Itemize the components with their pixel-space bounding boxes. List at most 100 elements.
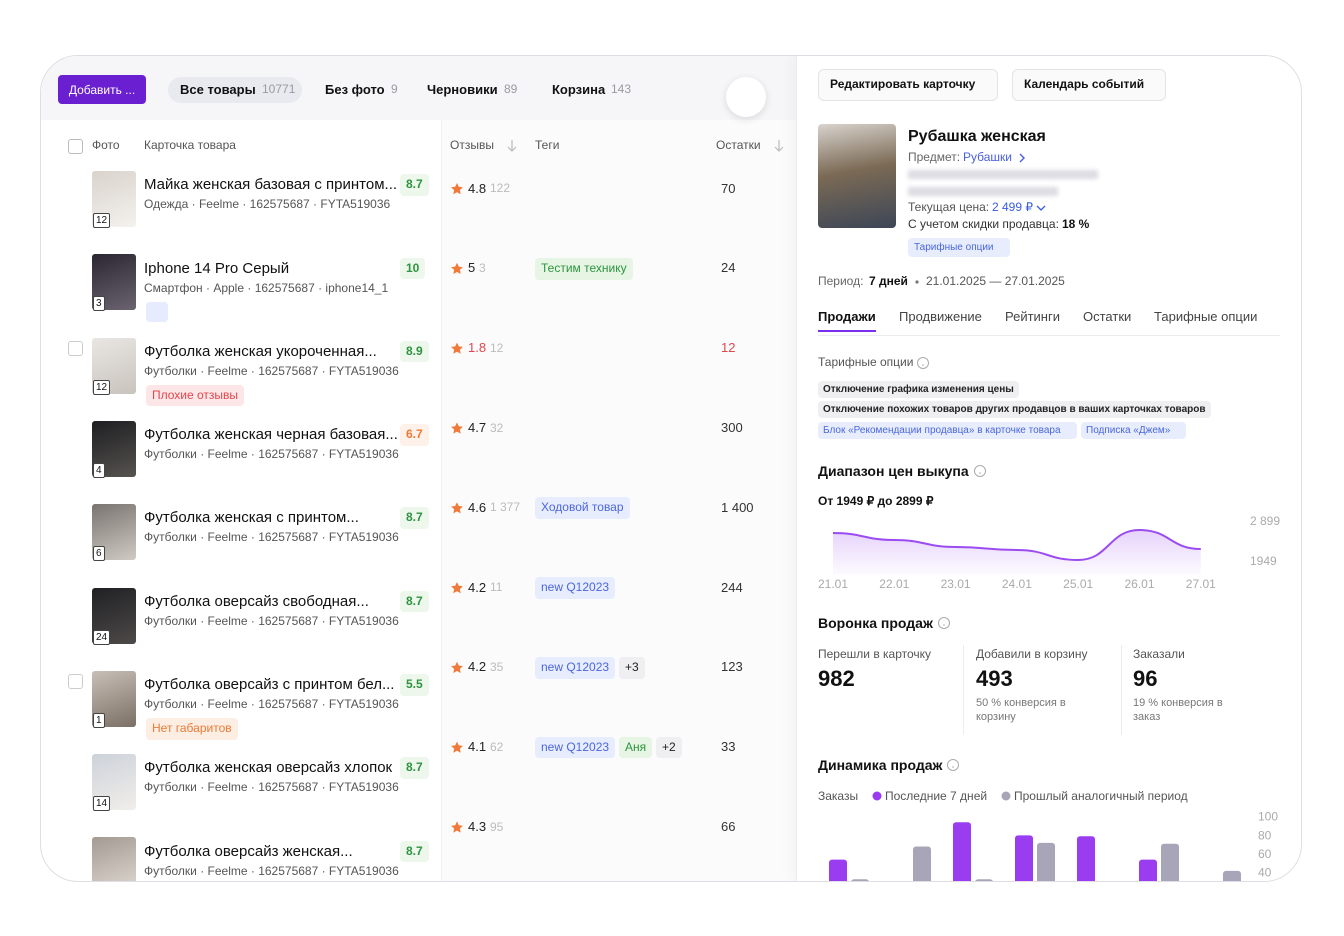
detail-tab[interactable]: Рейтинги: [1005, 308, 1060, 324]
stock: 123: [721, 659, 743, 675]
review-count: 11: [490, 580, 503, 595]
column-header[interactable]: Отзывы: [450, 138, 494, 153]
product-name[interactable]: Футболка оверсайз женская...: [144, 842, 353, 860]
tag: new Q12023: [535, 577, 616, 599]
rating: 4.3: [468, 818, 487, 834]
discount-label: С учетом скидки продавца:: [908, 217, 1059, 232]
active-tab-pill: [168, 77, 302, 103]
rating: 4.7: [468, 419, 487, 435]
legend-label: Прошлый аналогичный период: [1014, 789, 1188, 804]
action-button[interactable]: [818, 69, 998, 101]
review-count: 62: [490, 739, 504, 754]
discount-value: 18 %: [1062, 217, 1090, 232]
collapse-button[interactable]: [726, 77, 766, 117]
score-badge: 8.7: [400, 590, 429, 613]
row-checkbox[interactable]: [68, 340, 83, 356]
funnel-title: Воронка продаж: [818, 614, 933, 631]
column-header: Теги: [535, 138, 560, 153]
warning-tag: Нет габаритов: [146, 718, 238, 740]
tab-count: 9: [391, 82, 398, 97]
product-name[interactable]: Майка женская базовая с принтом...: [144, 176, 398, 194]
product-meta: Одежда · Feelme · 162575687 · FYTA519036: [144, 197, 391, 212]
toolbar-band: [41, 56, 796, 120]
product-name[interactable]: Футболка оверсайз с принтом бел...: [144, 676, 395, 694]
column-header: Карточка товара: [144, 138, 236, 153]
tag: new Q12023: [535, 657, 616, 679]
stock: 1 400: [721, 499, 754, 515]
review-count: 35: [490, 660, 504, 674]
price-label: Текущая цена:: [908, 200, 990, 215]
rating: 4.6: [468, 499, 487, 515]
chart-subtitle: От 1949 ₽ до 2899 ₽: [818, 494, 934, 509]
add-button[interactable]: Добавить ...: [58, 75, 146, 104]
detail-tab[interactable]: Продажи: [818, 308, 876, 324]
funnel-label: Добавили в корзину: [976, 647, 1088, 662]
review-count: 1 377: [490, 500, 521, 515]
rating: 4.2: [468, 579, 487, 595]
doc-icon: [146, 302, 168, 323]
option-chip: Отключение графика изменения цены: [818, 380, 1019, 398]
column-header[interactable]: Остатки: [716, 138, 761, 153]
photo-count: 12: [93, 379, 111, 395]
product-name[interactable]: Футболка женская с принтом...: [144, 509, 359, 527]
funnel-value: 982: [818, 665, 855, 691]
detail-photo: [818, 124, 896, 228]
tab-count: 10771: [262, 82, 296, 97]
score-badge: 6.7: [400, 424, 429, 446]
tab-count: 89: [504, 82, 518, 97]
price-value[interactable]: 2 499 ₽: [992, 200, 1033, 215]
photo-count: 12: [93, 213, 111, 228]
product-meta: Футболки · Feelme · 162575687 · FYTA5190…: [144, 697, 399, 711]
score-badge: 5.5: [400, 674, 429, 696]
stock: 244: [721, 579, 743, 595]
product-name[interactable]: Iphone 14 Pro Серый: [144, 259, 290, 277]
product-meta: Футболки · Feelme · 162575687 · FYTA5190…: [144, 780, 399, 795]
stock: 66: [721, 818, 736, 834]
product-meta: Футболки · Feelme · 162575687 · FYTA5190…: [144, 363, 399, 378]
chart-title: Диапазон цен выкупа: [818, 462, 969, 479]
product-name[interactable]: Футболка женская черная базовая...: [144, 426, 398, 444]
active-tab-underline: [818, 330, 876, 332]
tag: Тестим технику: [535, 258, 633, 280]
tab-label[interactable]: Все товары: [180, 81, 256, 97]
subject-link[interactable]: Рубашки: [963, 150, 1012, 165]
review-count: 12: [490, 340, 504, 355]
score-badge: 8.9: [400, 340, 429, 363]
detail-title: Рубашка женская: [908, 127, 1046, 145]
funnel-note: 19 % конверсия в заказ: [1133, 696, 1223, 724]
score-badge: 10: [400, 257, 426, 280]
detail-tab[interactable]: Продвижение: [899, 308, 982, 324]
product-meta: Футболки · Feelme · 162575687 · FYTA5190…: [144, 447, 399, 462]
stage: 21.01 22.01 23.01 24.01 25.01 26.01 27.01 2 899…: [41, 56, 1301, 881]
photo-count: 1: [93, 712, 105, 728]
tab-label[interactable]: Черновики: [427, 81, 498, 97]
funnel-divider: [1121, 645, 1122, 735]
product-name[interactable]: Футболка женская укороченная...: [144, 342, 377, 360]
tag: Аня: [619, 736, 653, 759]
tab-label[interactable]: Без фото: [325, 81, 385, 97]
detail-tab[interactable]: Тарифные опции: [1154, 308, 1258, 324]
detail-tab[interactable]: Остатки: [1083, 308, 1132, 324]
app-window: 21.01 22.01 23.01 24.01 25.01 26.01 27.01 2 899…: [40, 55, 1302, 882]
funnel-value: 493: [976, 665, 1013, 691]
tab-label[interactable]: Корзина: [552, 81, 606, 97]
product-photo: [92, 837, 136, 881]
row-checkbox[interactable]: [68, 673, 83, 689]
photo-count: 4: [93, 462, 105, 478]
option-link: Подписка «Джем»: [1081, 421, 1187, 439]
stock: 33: [721, 739, 736, 755]
select-all-checkbox[interactable]: [68, 139, 83, 154]
action-button-label: Редактировать карточку: [830, 77, 976, 92]
funnel-divider: [963, 645, 964, 735]
subject-label: Предмет:: [908, 150, 961, 165]
product-name[interactable]: Футболка оверсайз свободная...: [144, 592, 369, 610]
action-button[interactable]: [1012, 69, 1166, 101]
tag: +2: [656, 736, 682, 759]
options-chip: Тарифные опции: [908, 237, 1010, 257]
photo-count: 24: [93, 629, 111, 645]
product-name[interactable]: Футболка женская оверсайз хлопок: [144, 759, 393, 777]
funnel-value: 96: [1133, 665, 1158, 691]
review-count: 3: [479, 261, 486, 275]
score-badge: 8.7: [400, 507, 429, 529]
